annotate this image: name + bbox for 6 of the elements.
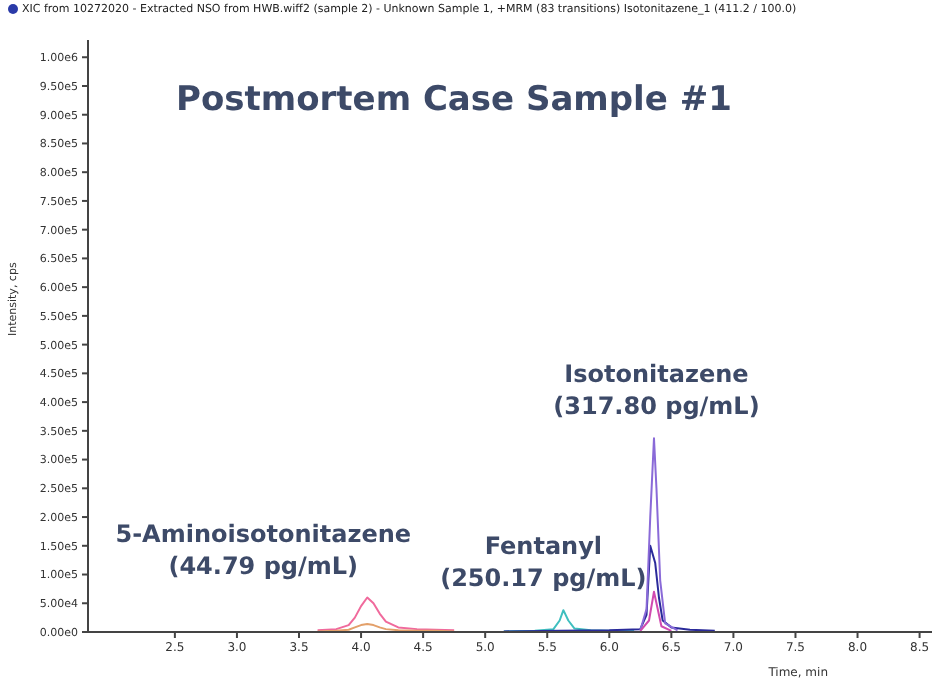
line-series xyxy=(316,596,456,632)
annotation: Isotonitazene (317.80 pg/mL) xyxy=(553,360,760,421)
text: Postmortem Case Sample #1 xyxy=(176,80,732,120)
line-series xyxy=(639,590,673,632)
annotation: 5-Aminoisotonitazene (44.79 pg/mL) xyxy=(115,519,412,580)
annotation: Fentanyl (250.17 pg/mL) xyxy=(440,532,647,593)
